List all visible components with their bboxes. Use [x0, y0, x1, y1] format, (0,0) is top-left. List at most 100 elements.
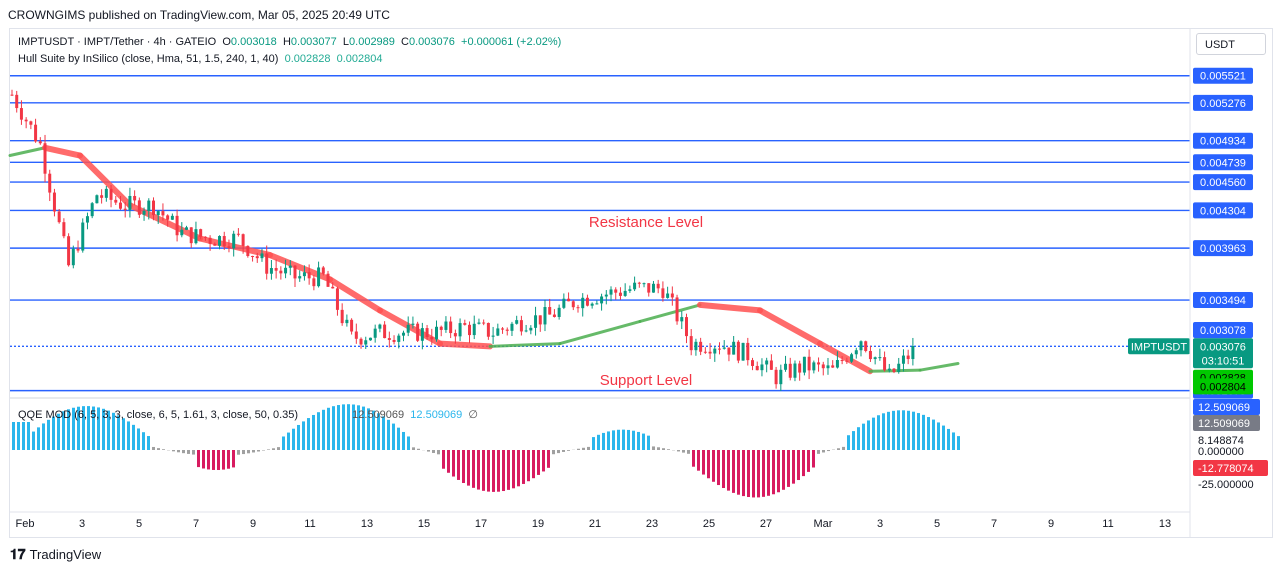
qqe-bar-89	[457, 450, 460, 480]
open-label: O	[222, 36, 231, 48]
level-badge-6	[1193, 240, 1253, 257]
qqe-bar-182	[922, 414, 925, 450]
candle-body-168	[802, 356, 806, 373]
qqe-bar-88	[452, 450, 455, 477]
qqe-bar-57	[297, 424, 300, 450]
qqe-bar-161	[817, 450, 820, 454]
qqe-bar-80	[412, 447, 415, 450]
candle-body-155	[741, 342, 745, 361]
candle-body-106	[510, 323, 514, 331]
candle-body-90	[435, 326, 438, 340]
qqe-bar-86	[442, 450, 445, 469]
x-tick-18: 9	[1048, 518, 1054, 530]
candle-body-175	[835, 360, 839, 368]
candle-body-110	[529, 327, 533, 331]
qqe-bar-3	[27, 422, 30, 450]
candle-body-159	[760, 364, 764, 371]
qqe-bar-126	[642, 433, 645, 450]
footer-brand: TradingView	[29, 547, 102, 562]
candle-body-177	[845, 360, 849, 362]
qqe-bar-178	[902, 410, 905, 450]
candle-body-117	[562, 298, 566, 308]
chart-frame	[9, 28, 1273, 538]
candle-body-173	[826, 365, 830, 369]
candle-body-55	[269, 268, 273, 274]
qqe-bar-135	[687, 450, 690, 454]
candle-body-176	[840, 360, 844, 362]
candle-body-86	[416, 323, 420, 341]
qqe-bar-114	[582, 447, 585, 450]
qqe-bar-98	[502, 450, 505, 492]
candle-body-111	[534, 315, 538, 328]
candle-body-134	[642, 283, 646, 285]
qqe-bar-87	[447, 450, 450, 473]
candle-body-105	[505, 329, 509, 331]
qqe-bar-85	[437, 450, 440, 455]
qqe-bar-146	[742, 450, 745, 497]
x-tick-10: 21	[589, 518, 601, 530]
qqe-bar-72	[372, 410, 375, 450]
x-tick-1: 3	[79, 518, 85, 530]
candle-body-124	[595, 303, 599, 305]
candle-body-65	[317, 267, 321, 287]
candle-body-141	[675, 297, 679, 322]
level-badge-4	[1193, 174, 1253, 191]
candle-body-189	[901, 355, 905, 364]
candle-body-97	[468, 324, 472, 336]
qqe-bar-27	[147, 436, 150, 450]
candle-body-184	[878, 357, 882, 359]
x-tick-19: 11	[1102, 518, 1113, 530]
x-tick-17: 7	[991, 518, 997, 530]
candle-body-72	[350, 319, 354, 332]
qqe-value-2: 12.509069	[410, 409, 463, 421]
candle-body-130	[623, 290, 627, 296]
qqe-bar-143	[727, 450, 730, 491]
candle-body-23	[118, 202, 122, 209]
candle-body-39	[194, 229, 198, 244]
qqe-bar-122	[622, 429, 625, 450]
qqe-bar-186	[942, 425, 945, 450]
qqe-axis-label-4: -12.778074	[1198, 463, 1254, 475]
qqe-bar-102	[522, 450, 525, 484]
candle-body-2	[19, 108, 23, 120]
qqe-badge-bg-0	[1193, 399, 1260, 415]
qqe-bar-137	[697, 450, 700, 471]
qqe-bar-131	[667, 449, 670, 450]
qqe-bar-141	[717, 450, 720, 486]
candle-body-11	[62, 222, 66, 237]
qqe-bar-75	[387, 419, 390, 450]
candle-body-62	[302, 272, 306, 277]
qqe-bar-28	[152, 446, 155, 450]
candle-body-31	[156, 211, 160, 216]
qqe-bar-104	[532, 450, 535, 479]
candle-body-85	[411, 323, 415, 325]
qqe-bar-184	[932, 419, 935, 450]
qqe-bar-168	[852, 431, 855, 450]
qqe-bar-108	[552, 450, 555, 455]
qqe-axis-label-1: 12.509069	[1198, 418, 1250, 430]
candle-body-178	[850, 354, 854, 362]
qqe-bar-158	[802, 450, 805, 477]
candle-body-154	[736, 341, 740, 361]
candle-body-125	[600, 296, 604, 304]
qqe-bar-91	[467, 450, 470, 486]
qqe-bar-176	[892, 410, 895, 450]
level-label-0: 0.005521	[1200, 71, 1246, 83]
level-badge-2	[1193, 132, 1253, 149]
qqe-bar-123	[627, 429, 630, 450]
qqe-bar-5	[37, 427, 40, 450]
x-tick-0: Feb	[16, 518, 35, 530]
qqe-bar-121	[617, 429, 620, 450]
qqe-bar-59	[307, 418, 310, 450]
currency-button[interactable]: USDT	[1196, 33, 1266, 55]
hull-legend: Hull Suite by InSilico (close, Hma, 51, …	[18, 53, 383, 65]
tradingview-logo-icon: 𝟏𝟕	[10, 546, 26, 562]
qqe-bar-76	[392, 423, 395, 450]
qqe-bar-20	[112, 412, 115, 450]
qqe-bar-144	[732, 450, 735, 493]
candle-body-187	[892, 368, 896, 372]
candle-body-89	[430, 337, 434, 340]
candle-body-163	[779, 369, 783, 385]
candle-body-98	[472, 323, 476, 336]
